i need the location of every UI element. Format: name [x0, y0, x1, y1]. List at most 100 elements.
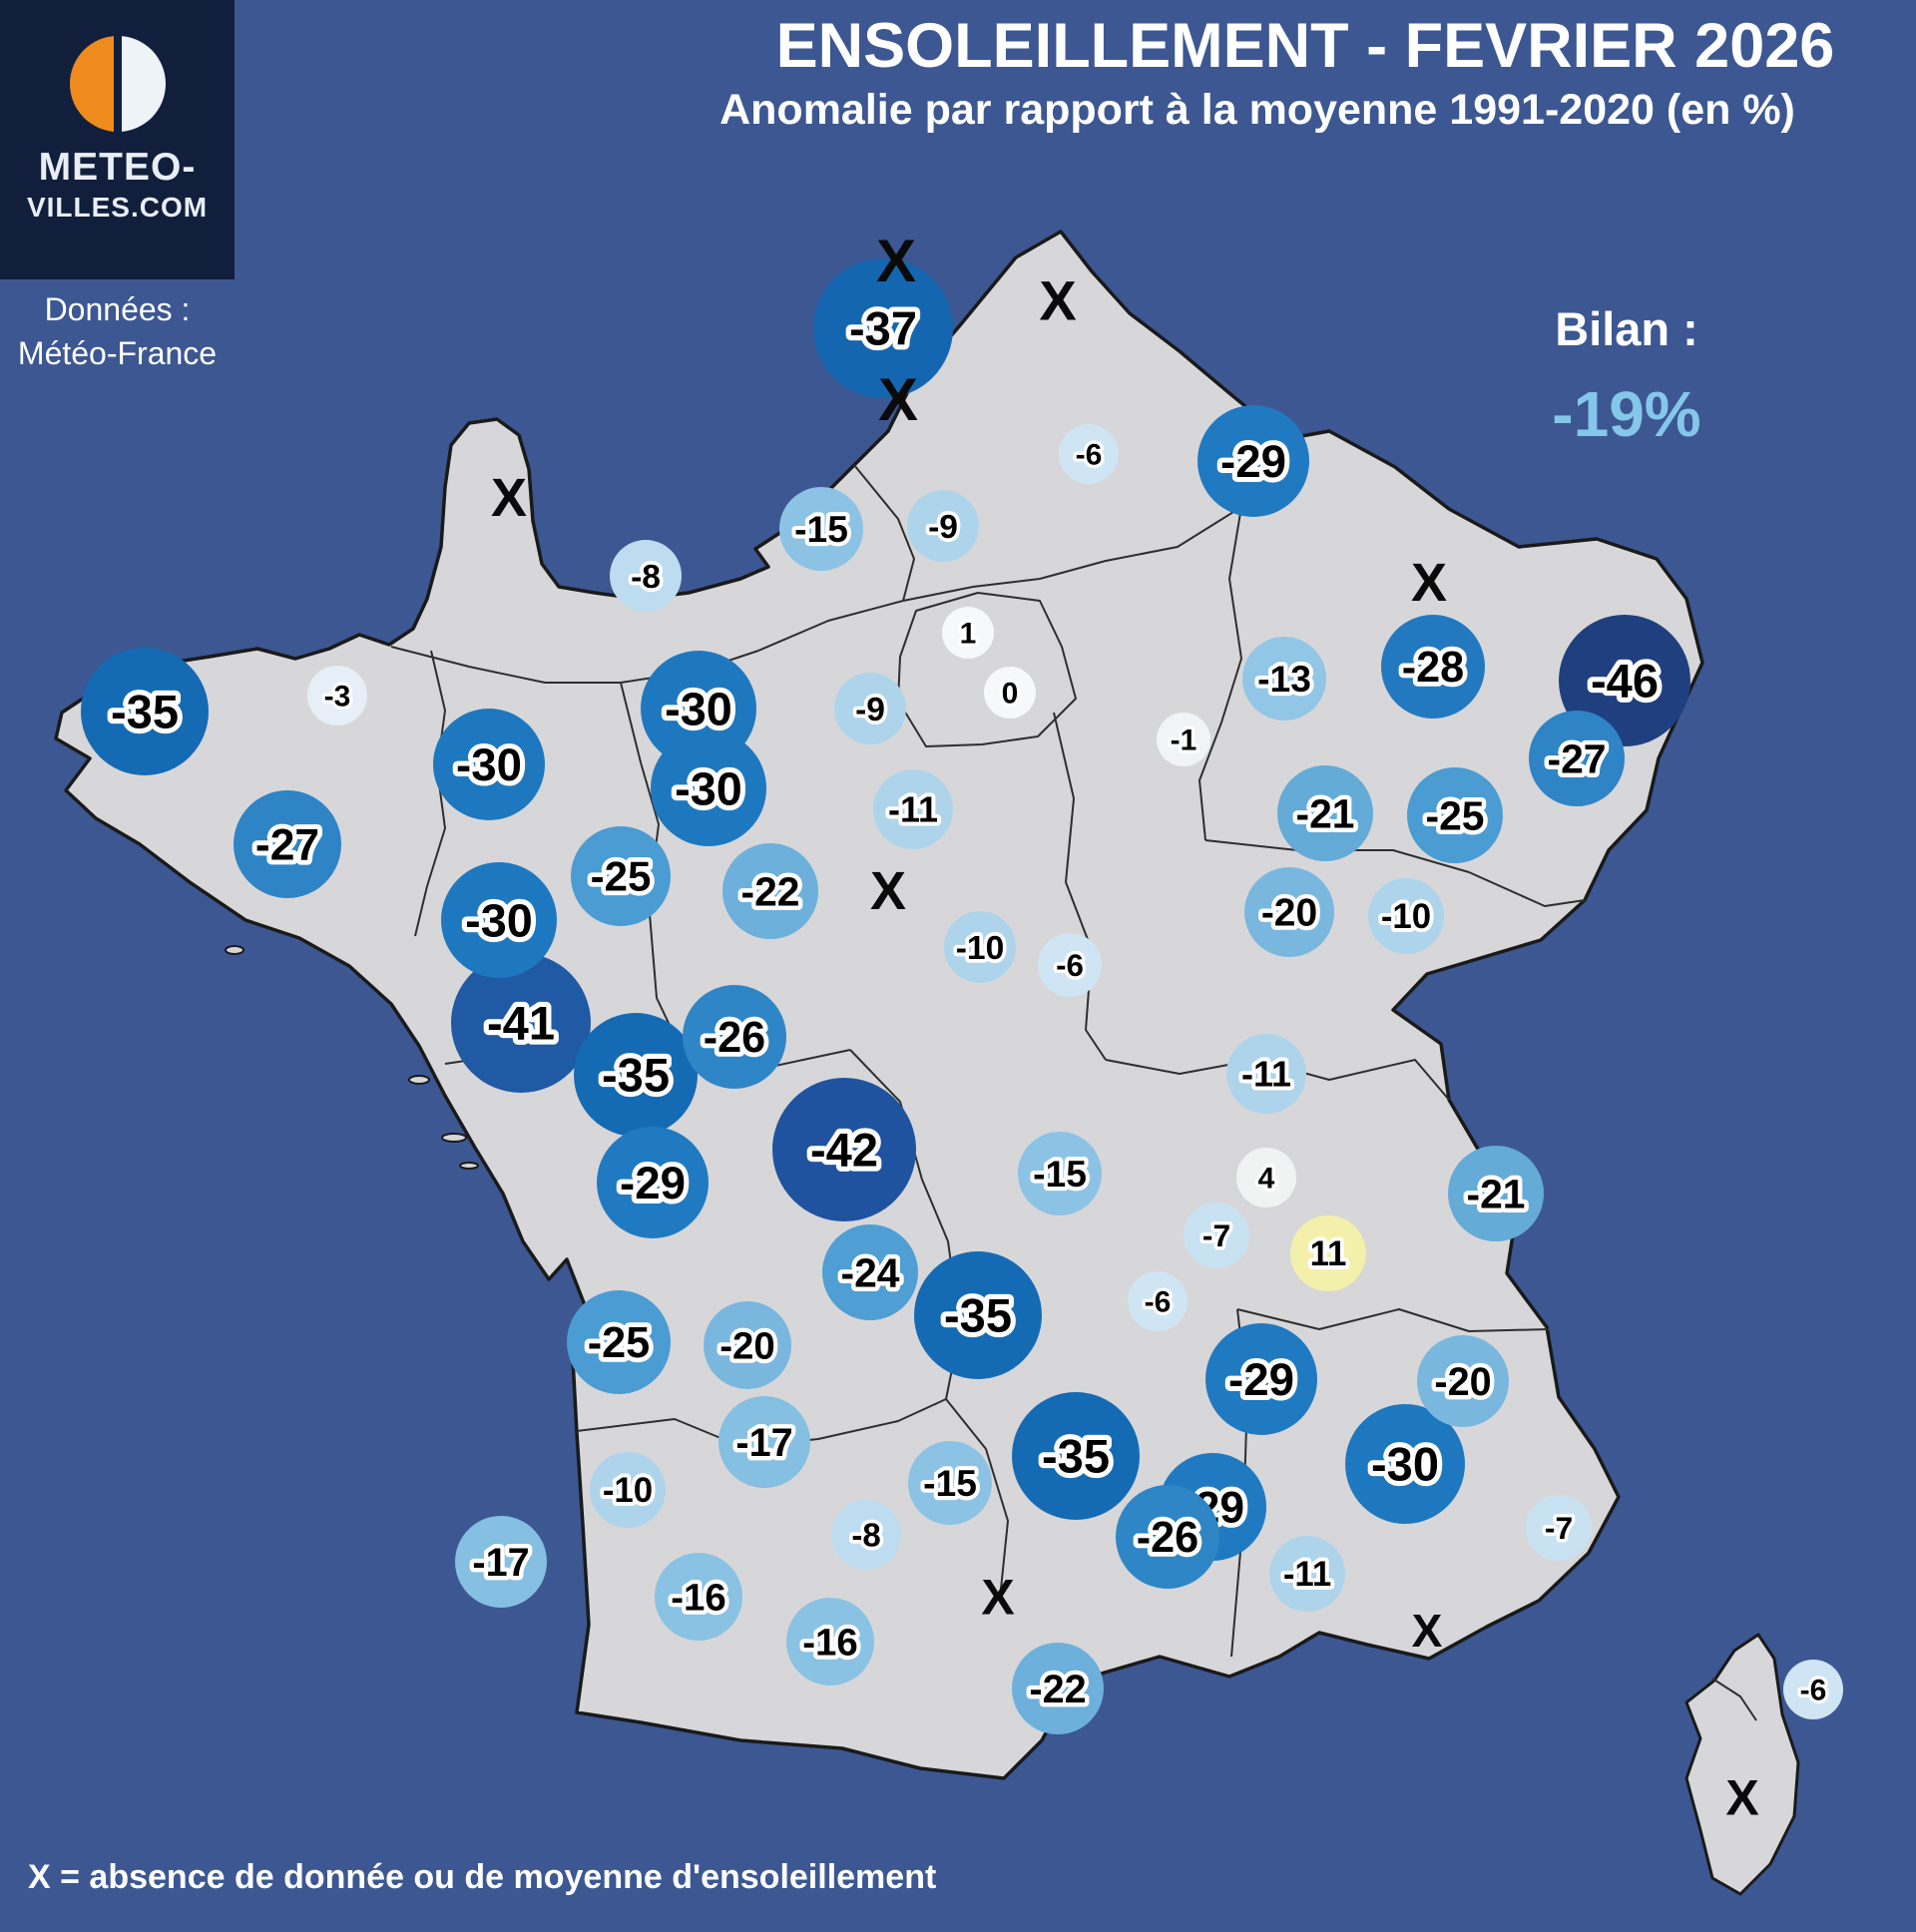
bubble-value-label: -35 — [111, 685, 179, 737]
data-bubble: -21 — [1448, 1146, 1544, 1241]
data-bubble: -10 — [590, 1452, 666, 1528]
bubble-circle — [718, 1396, 810, 1488]
data-bubble: -35 — [1012, 1392, 1140, 1520]
bubble-value-label: -8 — [631, 559, 661, 596]
data-source-line2: Météo-France — [17, 335, 218, 371]
bubble-value-label: -7 — [1202, 1217, 1230, 1253]
data-source-line1: Données : — [44, 291, 191, 327]
data-bubble: -10 — [944, 911, 1016, 983]
bubble-circle — [307, 666, 367, 725]
bubble-circle — [908, 1441, 992, 1525]
data-bubble: -1 — [1157, 713, 1210, 766]
bubble-circle — [1198, 405, 1309, 517]
bubble-value-label: -27 — [255, 821, 319, 870]
bubble-circle — [1244, 867, 1334, 957]
bubble-value-label: -42 — [810, 1123, 878, 1176]
data-bubble: -27 — [1529, 711, 1625, 806]
bubble-value-label: -10 — [956, 930, 1005, 967]
data-bubble: -26 — [683, 985, 786, 1089]
bubble-circle — [813, 258, 953, 398]
bubble-circle — [944, 911, 1016, 983]
data-bubble: -16 — [655, 1553, 742, 1641]
bubble-circle — [1783, 1660, 1843, 1719]
bubble-value-label: -37 — [849, 301, 917, 354]
bubble-circle — [1012, 1392, 1140, 1520]
bubble-value-label: -25 — [588, 1319, 650, 1367]
data-bubble: -25 — [1407, 767, 1503, 863]
bubble-value-label: -29 — [620, 1158, 686, 1208]
bubble-value-label: -9 — [928, 509, 958, 546]
bubble-value-label: -20 — [719, 1324, 775, 1367]
data-bubble: -29 — [1205, 1323, 1317, 1435]
bubble-circle — [1529, 711, 1625, 806]
bubble-value-label: -17 — [472, 1541, 529, 1585]
data-bubble: -27 — [234, 790, 341, 898]
data-bubble: -29 — [1198, 405, 1309, 517]
bubble-circle — [1345, 1404, 1465, 1524]
no-data-x-mark: X — [876, 228, 916, 294]
no-data-layer: X X X X X X X X X — [491, 228, 1759, 1826]
data-bubble: -11 — [1269, 1536, 1345, 1612]
data-bubble: -30 — [441, 862, 557, 978]
data-bubble: 11 — [1290, 1215, 1366, 1291]
data-bubble: -15 — [1018, 1132, 1102, 1215]
data-bubble: -26 — [1116, 1485, 1219, 1589]
data-bubble: -30 — [651, 730, 766, 846]
data-bubble: -35 — [574, 1013, 698, 1137]
bubble-value-label: -26 — [1137, 1514, 1198, 1562]
bubble-circle — [683, 985, 786, 1089]
bilan-value: -19% — [1552, 378, 1701, 450]
bubble-value-label: -1 — [1171, 724, 1198, 757]
data-bubble: -25 — [567, 1290, 671, 1394]
data-bubble: -9 — [907, 490, 979, 562]
bubble-value-label: -8 — [851, 1517, 880, 1554]
bubble-circle — [1242, 637, 1326, 721]
data-bubble: -15 — [779, 487, 863, 571]
bubble-value-label: -6 — [1056, 948, 1084, 983]
data-bubble: -10 — [1368, 878, 1444, 954]
bubble-circle — [610, 540, 682, 612]
bubble-value-label: -15 — [923, 1462, 977, 1504]
bubble-value-label: -11 — [1241, 1054, 1291, 1095]
bubble-circle — [1448, 1146, 1544, 1241]
bubble-value-label: -30 — [456, 739, 522, 790]
bubble-circle — [655, 1553, 742, 1641]
data-bubble: -25 — [571, 826, 671, 926]
bubble-layer: -42-37-41-46-35-35-35-35-30-30-30-30-29-… — [81, 258, 1843, 1734]
logo: METEO- VILLES.COM — [0, 0, 235, 279]
bubble-circle — [722, 843, 818, 939]
data-bubble: -22 — [722, 843, 818, 939]
data-bubble: -29 — [597, 1127, 709, 1238]
bubble-value-label: -28 — [1402, 644, 1464, 692]
bubble-circle — [1226, 1034, 1306, 1114]
bubble-value-label: -20 — [1261, 892, 1317, 935]
bubble-value-label: -11 — [888, 789, 938, 830]
bubble-value-label: -35 — [1042, 1429, 1110, 1482]
data-bubble: -20 — [704, 1301, 791, 1389]
no-data-x-mark: X — [981, 1570, 1014, 1626]
bubble-value-label: -30 — [1371, 1437, 1439, 1490]
bubble-circle — [1381, 615, 1485, 719]
logo-line2: VILLES.COM — [26, 192, 209, 223]
bubble-value-label: 4 — [1258, 1163, 1275, 1196]
bubble-circle — [822, 1224, 918, 1320]
bubble-circle — [1277, 765, 1373, 861]
meteo-villes-logo-icon — [69, 36, 166, 132]
bubble-value-label: 1 — [960, 618, 977, 651]
footnote: X = absence de donnée ou de moyenne d'en… — [28, 1858, 937, 1896]
data-bubble: -41 — [451, 953, 591, 1093]
bubble-circle — [779, 487, 863, 571]
bubble-value-label: -46 — [1591, 654, 1659, 707]
bubble-circle — [1157, 713, 1210, 766]
bubble-value-label: -16 — [802, 1621, 858, 1664]
bubble-value-label: -6 — [1800, 1675, 1827, 1707]
no-data-x-mark: X — [878, 366, 918, 433]
bubble-value-label: -10 — [603, 1471, 653, 1510]
bubble-circle — [451, 953, 591, 1093]
bubble-value-label: -25 — [591, 853, 652, 900]
bubble-value-label: -16 — [671, 1576, 726, 1619]
no-data-x-mark: X — [1039, 269, 1076, 332]
bubble-circle — [984, 667, 1036, 719]
bubble-value-label: -6 — [1076, 439, 1103, 472]
bubble-circle — [1038, 933, 1102, 997]
